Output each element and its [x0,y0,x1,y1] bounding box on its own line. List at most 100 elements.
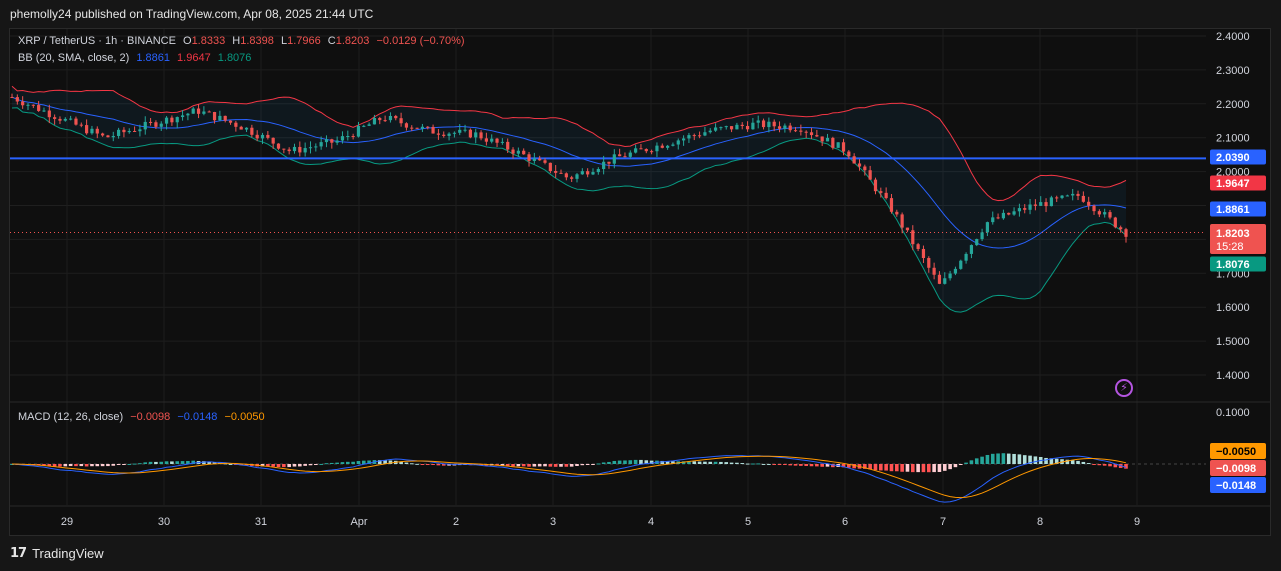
candle-body [122,129,126,133]
macd-histogram-bar [628,460,633,464]
macd-histogram-bar [516,464,521,467]
candle-body [644,149,648,152]
macd-signal-value: −0.0050 [224,411,265,423]
candle-body [202,111,206,114]
macd-histogram-bar [697,461,702,464]
macd-histogram-bar [580,464,585,466]
chart-frame[interactable] [9,28,1271,536]
macd-histogram-bar [974,458,979,464]
bb-lower-badge: 1.8076 [1216,259,1250,271]
candle-body [634,148,638,153]
macd-histogram-bar [793,464,798,466]
candle-body [708,130,712,133]
candle-body [623,156,627,158]
candle-body [186,113,190,116]
macd-histogram-bar [42,464,46,466]
level-price-badge-bg [1210,149,1266,165]
macd-histogram-bar [282,464,286,468]
macd-histogram-bar [367,460,371,464]
macd-histogram-bar [1033,456,1038,464]
macd-legend: MACD (12, 26, close) −0.0098 −0.0148 −0.… [18,411,269,423]
candle-body [857,163,862,167]
legend-change: −0.0129 (−0.70%) [376,35,465,47]
candle-body [943,278,947,284]
macd-tick-label: 0.1000 [1216,407,1250,419]
macd-histogram-bar [863,464,867,469]
macd-histogram-bar [633,459,638,464]
candle-body [340,136,345,141]
candle-body [330,139,334,143]
macd-histogram-bar [895,464,899,472]
candle-body [69,118,73,120]
candle-body [170,117,174,123]
candle-body [212,111,217,121]
candle-body [436,133,441,135]
candle-body [996,217,1000,219]
candle-body [255,134,259,139]
macd-histogram-bar [868,464,872,470]
candle-body [383,120,387,122]
published-text: phemolly24 published on TradingView.com,… [10,7,374,21]
macd-histogram-bar [910,464,915,473]
candle-body [442,134,446,136]
macd-histogram-bar [942,464,947,471]
macd-histogram-bar [100,464,105,467]
macd-hist-value: −0.0098 [130,411,171,423]
macd-histogram-bar [180,461,185,464]
macd-histogram-bar [377,460,382,464]
macd-line [11,455,1127,503]
candle-body [538,158,542,161]
candle-body [463,129,467,131]
price-tick-label: 2.4000 [1216,31,1250,43]
candle-body [873,179,878,192]
candle-body [282,148,286,150]
candle-body [895,211,899,215]
macd-histogram-bar [1124,464,1128,469]
candle-body [101,133,105,136]
macd-histogram-bar [260,464,265,467]
macd-histogram-bar [559,464,563,467]
macd-histogram-bar [719,461,723,464]
macd-histogram-bar [937,464,942,472]
candle-body [991,217,995,223]
macd-histogram-bar [170,461,174,464]
candle-body [772,121,776,127]
time-tick-label: 4 [648,516,654,528]
bb-basis-badge-bg [1210,201,1266,217]
macd-histogram-bar [127,463,132,465]
time-tick-label: 7 [940,516,946,528]
candle-body [287,149,291,152]
candle-body [90,128,94,134]
macd-histogram-bar [665,461,670,464]
candle-body [1081,195,1085,202]
candle-body [127,130,131,133]
macd-histogram-bar [921,464,926,473]
candle-body [511,149,515,154]
macd-histogram-bar [953,464,958,468]
candle-body [879,191,883,193]
macd-histogram-bar [980,456,984,464]
macd-histogram-bar [740,463,745,465]
candle-body [292,146,297,152]
candle-body [575,174,579,179]
candle-body [516,150,520,154]
macd-histogram-bar [425,464,430,465]
candle-body [612,154,616,164]
candle-body [228,120,233,123]
candle-body [15,97,19,102]
candle-body [506,141,510,150]
macd-histogram-bar [996,453,1000,464]
macd-histogram-bar [1012,453,1016,464]
flash-icon[interactable]: ⚡ [1115,379,1133,397]
macd-histogram-bar [266,464,270,467]
macd-histogram-bar [335,462,339,464]
candle-body [207,111,211,113]
macd-histogram-bar [1070,460,1075,464]
macd-histogram-bar [1108,464,1112,467]
legend-low-label: L [280,35,288,47]
macd-histogram-bar [308,464,313,466]
footer: 𝟭𝟳 TradingView [10,543,104,563]
candle-body [697,135,702,137]
macd-histogram-bar [601,462,606,464]
